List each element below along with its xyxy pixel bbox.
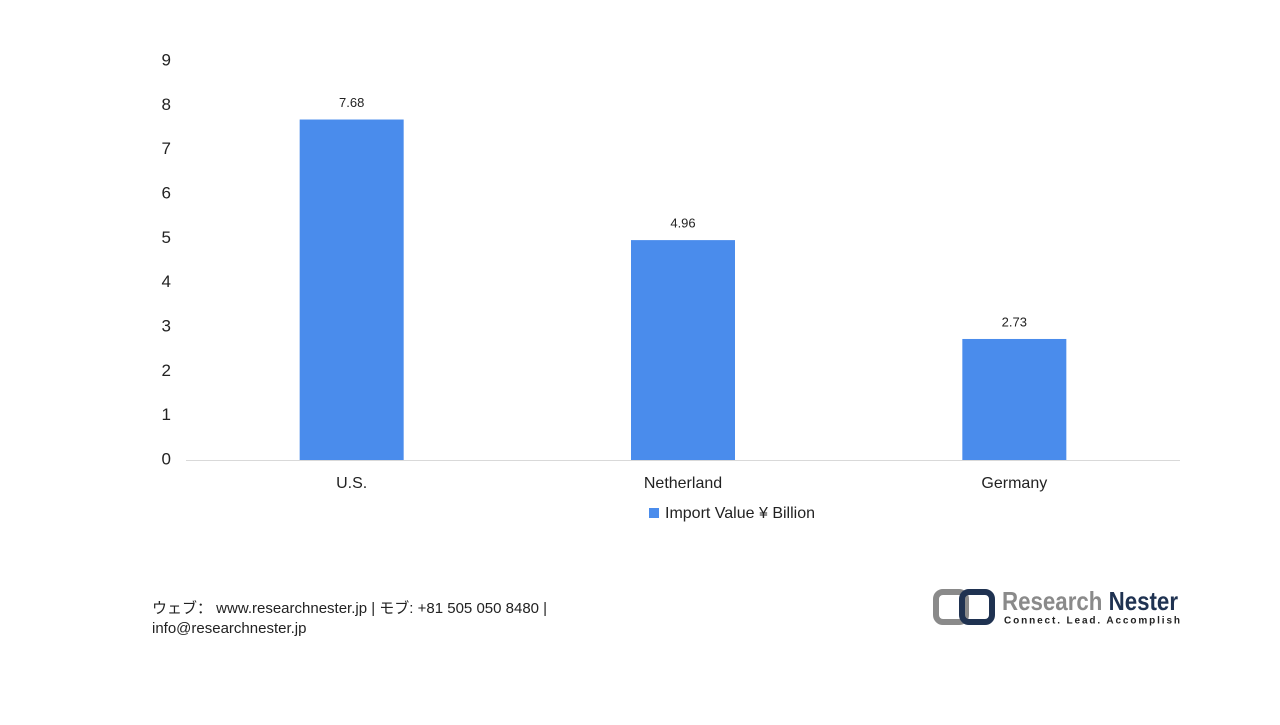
y-tick-label: 1 bbox=[162, 405, 171, 424]
value-label: 7.68 bbox=[339, 95, 364, 110]
y-tick-label: 0 bbox=[162, 449, 171, 468]
logo-tagline: Connect. Lead. Accomplish bbox=[1004, 616, 1180, 627]
logo-name-second: Nester bbox=[1109, 586, 1178, 616]
value-label: 2.73 bbox=[1002, 314, 1027, 329]
legend-label: Import Value ¥ Billion bbox=[665, 505, 815, 522]
y-tick-label: 6 bbox=[162, 183, 171, 202]
y-tick-label: 9 bbox=[162, 50, 171, 69]
bar bbox=[962, 338, 1067, 460]
footer-line: ウェブ： www.researchnester.jp | モブ: +81 505… bbox=[152, 599, 547, 617]
x-tick-label: Germany bbox=[981, 475, 1047, 492]
y-tick-label: 5 bbox=[162, 228, 171, 247]
x-tick-label: U.S. bbox=[336, 475, 367, 492]
y-tick-label: 8 bbox=[162, 95, 171, 114]
logo-icon bbox=[959, 589, 995, 625]
y-tick-label: 2 bbox=[162, 361, 171, 380]
y-tick-label: 4 bbox=[162, 272, 171, 291]
y-tick-label: 3 bbox=[162, 316, 171, 335]
value-label: 4.96 bbox=[670, 216, 695, 231]
x-tick-label: Netherland bbox=[644, 475, 722, 492]
bar bbox=[299, 119, 404, 461]
bar bbox=[631, 240, 735, 460]
logo-icon bbox=[933, 589, 969, 625]
logo-name: Research Nester bbox=[1002, 586, 1178, 616]
legend-swatch bbox=[649, 508, 659, 518]
logo-name-first: Research bbox=[1002, 586, 1102, 616]
logo: Research Nester Connect. Lead. Accomplis… bbox=[933, 586, 1180, 627]
y-tick-label: 7 bbox=[162, 139, 171, 158]
footer-line: info@researchnester.jp bbox=[152, 620, 306, 637]
